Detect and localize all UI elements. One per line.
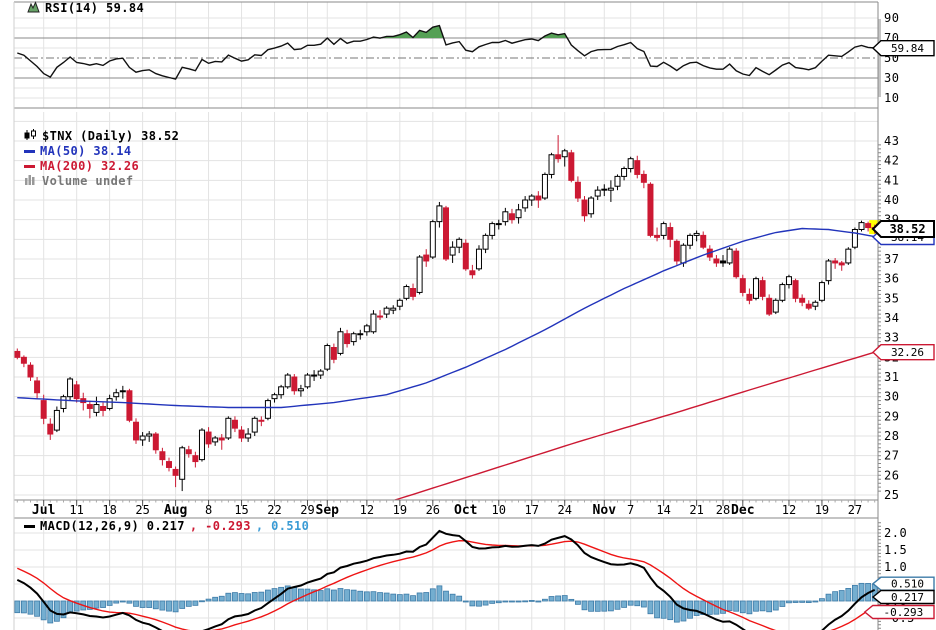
svg-text:10: 10 xyxy=(884,91,899,105)
svg-text:24: 24 xyxy=(557,503,571,517)
rsi-mountain-icon xyxy=(27,0,40,17)
macd-line xyxy=(16,529,876,630)
svg-text:43: 43 xyxy=(884,134,899,148)
panel-borders xyxy=(13,1,879,630)
svg-text:34: 34 xyxy=(884,311,899,325)
svg-text:33: 33 xyxy=(884,331,899,345)
main-legend: $TNX (Daily) 38.52 MA(50) 38.14 MA(200) … xyxy=(24,128,180,189)
svg-text:31: 31 xyxy=(884,370,899,384)
svg-text:36: 36 xyxy=(884,272,899,286)
svg-text:Jul: Jul xyxy=(32,503,55,518)
gridlines xyxy=(14,2,878,630)
svg-text:1.0: 1.0 xyxy=(884,560,907,574)
macd-signal-legend-label: , -0.293 xyxy=(189,519,251,533)
svg-text:26: 26 xyxy=(884,468,899,482)
last-price-badge: 38.52 xyxy=(871,220,935,238)
svg-text:19: 19 xyxy=(393,503,407,517)
right-axis: 9070503010252627282930313233343536373839… xyxy=(878,11,914,629)
svg-text:25: 25 xyxy=(135,503,149,517)
svg-text:Sep: Sep xyxy=(316,503,340,518)
volume-bars-icon xyxy=(24,174,37,189)
price-panel xyxy=(14,135,883,500)
svg-text:17: 17 xyxy=(525,503,539,517)
rsi-value-badge: 59.84 xyxy=(871,39,935,57)
macd-hist-badge: 0.510 xyxy=(871,576,935,591)
svg-text:Dec: Dec xyxy=(731,503,754,518)
svg-text:32.26: 32.26 xyxy=(891,346,924,359)
ma50-dash-icon xyxy=(24,150,35,153)
svg-text:8: 8 xyxy=(205,503,212,517)
svg-text:27: 27 xyxy=(848,503,862,517)
svg-text:-0.293: -0.293 xyxy=(884,606,924,619)
svg-text:38.52: 38.52 xyxy=(889,222,925,236)
rsi-legend-label: RSI(14) 59.84 xyxy=(45,1,145,15)
svg-text:37: 37 xyxy=(884,252,899,266)
svg-text:1.5: 1.5 xyxy=(884,543,907,557)
rsi-line xyxy=(17,24,875,80)
rsi-legend: RSI(14) 59.84 xyxy=(27,0,145,17)
svg-text:Aug: Aug xyxy=(164,503,187,518)
ma200-line xyxy=(392,351,875,500)
volume-legend-label: Volume undef xyxy=(42,174,134,188)
rsi-panel xyxy=(14,24,878,80)
macd-value-badge: 0.217 xyxy=(871,589,935,605)
svg-text:28: 28 xyxy=(884,429,899,443)
macd-signal-line xyxy=(17,539,876,630)
svg-text:Oct: Oct xyxy=(454,503,477,518)
svg-text:25: 25 xyxy=(884,488,899,502)
svg-text:35: 35 xyxy=(884,291,899,305)
svg-text:30: 30 xyxy=(884,71,899,85)
svg-text:15: 15 xyxy=(234,503,248,517)
svg-text:14: 14 xyxy=(656,503,670,517)
svg-text:12: 12 xyxy=(782,503,796,517)
svg-text:10: 10 xyxy=(492,503,506,517)
svg-text:Nov: Nov xyxy=(593,503,617,518)
ma200-legend-label: MA(200) 32.26 xyxy=(40,159,140,173)
svg-text:0.510: 0.510 xyxy=(891,578,924,591)
svg-text:21: 21 xyxy=(689,503,703,517)
macd-signal-badge: -0.293 xyxy=(863,604,935,620)
macd-legend-label: MACD(12,26,9) 0.217 xyxy=(40,519,185,533)
ma200-dash-icon xyxy=(24,165,35,168)
ma50-line xyxy=(17,227,875,409)
svg-text:40: 40 xyxy=(884,193,899,207)
svg-text:29: 29 xyxy=(300,503,314,517)
svg-text:19: 19 xyxy=(815,503,829,517)
svg-text:30: 30 xyxy=(884,390,899,404)
svg-text:11: 11 xyxy=(69,503,83,517)
candlestick-icon xyxy=(24,128,37,145)
svg-text:90: 90 xyxy=(884,11,899,25)
svg-text:59.84: 59.84 xyxy=(891,42,924,55)
ma50-legend-label: MA(50) 38.14 xyxy=(40,144,132,158)
svg-text:29: 29 xyxy=(884,409,899,423)
svg-text:27: 27 xyxy=(884,449,899,463)
macd-dash-icon xyxy=(24,525,35,528)
svg-text:0.217: 0.217 xyxy=(891,591,924,604)
macd-hist-legend-label: , 0.510 xyxy=(255,519,310,533)
svg-text:7: 7 xyxy=(627,503,634,517)
svg-text:28: 28 xyxy=(716,503,730,517)
macd-panel xyxy=(14,529,878,630)
svg-text:18: 18 xyxy=(102,503,116,517)
svg-text:22: 22 xyxy=(267,503,281,517)
svg-text:12: 12 xyxy=(360,503,374,517)
x-axis: Jul 11 18 25 Aug 8 15 22 29 Sep 12 19 26 Oct 10 17 24 Nov… xyxy=(16,500,876,518)
svg-text:42: 42 xyxy=(884,154,899,168)
svg-text:2.0: 2.0 xyxy=(884,526,907,540)
symbol-legend-label: $TNX (Daily) 38.52 xyxy=(42,129,180,143)
macd-legend: MACD(12,26,9) 0.217 , -0.293 , 0.510 xyxy=(24,519,309,534)
svg-text:26: 26 xyxy=(426,503,440,517)
ma200-value-badge: 32.26 xyxy=(871,344,935,361)
candlestick-series xyxy=(14,135,878,492)
svg-text:41: 41 xyxy=(884,173,899,187)
